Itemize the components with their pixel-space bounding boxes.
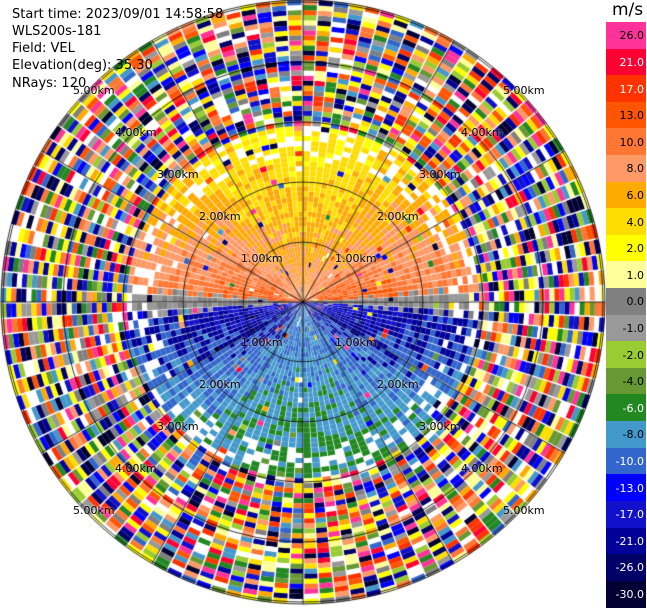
range-ring-label: 5.00km	[73, 84, 115, 97]
colorbar-segment	[606, 341, 646, 369]
scan-info: Start time: 2023/09/01 14:58:58 WLS200s-…	[12, 6, 223, 92]
range-ring-label: 1.00km	[241, 336, 283, 349]
range-ring-label: 1.00km	[335, 336, 377, 349]
colorbar-segment	[606, 367, 646, 395]
colorbar-segment	[606, 101, 646, 129]
colorbar-segment	[606, 314, 646, 342]
colorbar-tick-label: -10.0	[615, 454, 644, 468]
range-ring-label: 5.00km	[503, 504, 545, 517]
colorbar-segment	[606, 155, 646, 183]
range-ring-label: 2.00km	[199, 378, 241, 391]
colorbar-tick-label: 2.0	[626, 242, 645, 256]
range-ring-label: 1.00km	[241, 252, 283, 265]
colorbar-segment	[606, 554, 646, 582]
range-ring-label: 3.00km	[419, 168, 461, 181]
colorbar-tick-label: 17.0	[619, 82, 645, 96]
elevation-text: Elevation(deg): 35.30	[12, 58, 153, 73]
range-ring-label: 4.00km	[115, 462, 157, 475]
colorbar-segment	[606, 261, 646, 289]
colorbar-segment	[606, 474, 646, 502]
range-ring-label: 4.00km	[461, 462, 503, 475]
radar-ppi-plot	[0, 0, 606, 607]
range-ring-label: 4.00km	[461, 126, 503, 139]
colorbar-segment	[606, 421, 646, 449]
colorbar-segment	[606, 234, 646, 262]
colorbar-tick-label: 4.0	[626, 215, 645, 229]
colorbar-segment	[606, 208, 646, 236]
colorbar-segment	[606, 580, 646, 608]
colorbar-tick-label: -8.0	[622, 428, 644, 442]
range-ring-label: 3.00km	[157, 420, 199, 433]
colorbar-segment	[606, 447, 646, 475]
colorbar-tick-label: -4.0	[622, 375, 644, 389]
colorbar-tick-label: -17.0	[615, 508, 644, 522]
colorbar-tick-label: 21.0	[619, 55, 645, 69]
colorbar: 26.0 21.0 17.0 13.0 10.0 8.0 6.0 4.0 2.0 1.0 0.0 -1…	[606, 22, 646, 608]
colorbar-segment	[606, 22, 646, 49]
colorbar-segment	[606, 128, 646, 156]
colorbar-segment	[606, 527, 646, 555]
colorbar-tick-label: -2.0	[622, 348, 644, 362]
colorbar-tick-label: 8.0	[626, 162, 645, 176]
nrays-text: NRays: 120	[12, 76, 87, 91]
range-ring-label: 4.00km	[115, 126, 157, 139]
colorbar-segment	[606, 181, 646, 209]
instrument-text: WLS200s-181	[12, 24, 102, 39]
range-ring-label: 5.00km	[503, 84, 545, 97]
colorbar-tick-label: 26.0	[619, 29, 645, 43]
range-ring-label: 3.00km	[157, 168, 199, 181]
range-ring-label: 5.00km	[73, 504, 115, 517]
range-ring-label: 3.00km	[419, 420, 461, 433]
colorbar-tick-label: 1.0	[626, 268, 645, 282]
range-ring-label: 1.00km	[335, 252, 377, 265]
colorbar-tick-label: -6.0	[622, 401, 644, 415]
colorbar-segment	[606, 288, 646, 316]
colorbar-tick-label: -30.0	[615, 588, 644, 602]
colorbar-unit: m/s	[612, 0, 644, 20]
colorbar-segment	[606, 75, 646, 103]
colorbar-tick-label: -1.0	[622, 321, 644, 335]
field-text: Field: VEL	[12, 41, 75, 56]
colorbar-segment	[606, 394, 646, 422]
colorbar-tick-label: 10.0	[619, 135, 645, 149]
range-ring-label: 2.00km	[377, 210, 419, 223]
colorbar-tick-label: -26.0	[615, 561, 644, 575]
colorbar-tick-label: -21.0	[615, 534, 644, 548]
range-ring-label: 2.00km	[377, 378, 419, 391]
colorbar-tick-label: 0.0	[626, 295, 645, 309]
colorbar-segment	[606, 48, 646, 76]
colorbar-tick-label: 13.0	[619, 109, 645, 123]
range-ring-label: 2.00km	[199, 210, 241, 223]
start-time-text: Start time: 2023/09/01 14:58:58	[12, 7, 224, 22]
colorbar-segment	[606, 500, 646, 528]
colorbar-tick-label: -13.0	[615, 481, 644, 495]
colorbar-tick-label: 6.0	[626, 188, 645, 202]
